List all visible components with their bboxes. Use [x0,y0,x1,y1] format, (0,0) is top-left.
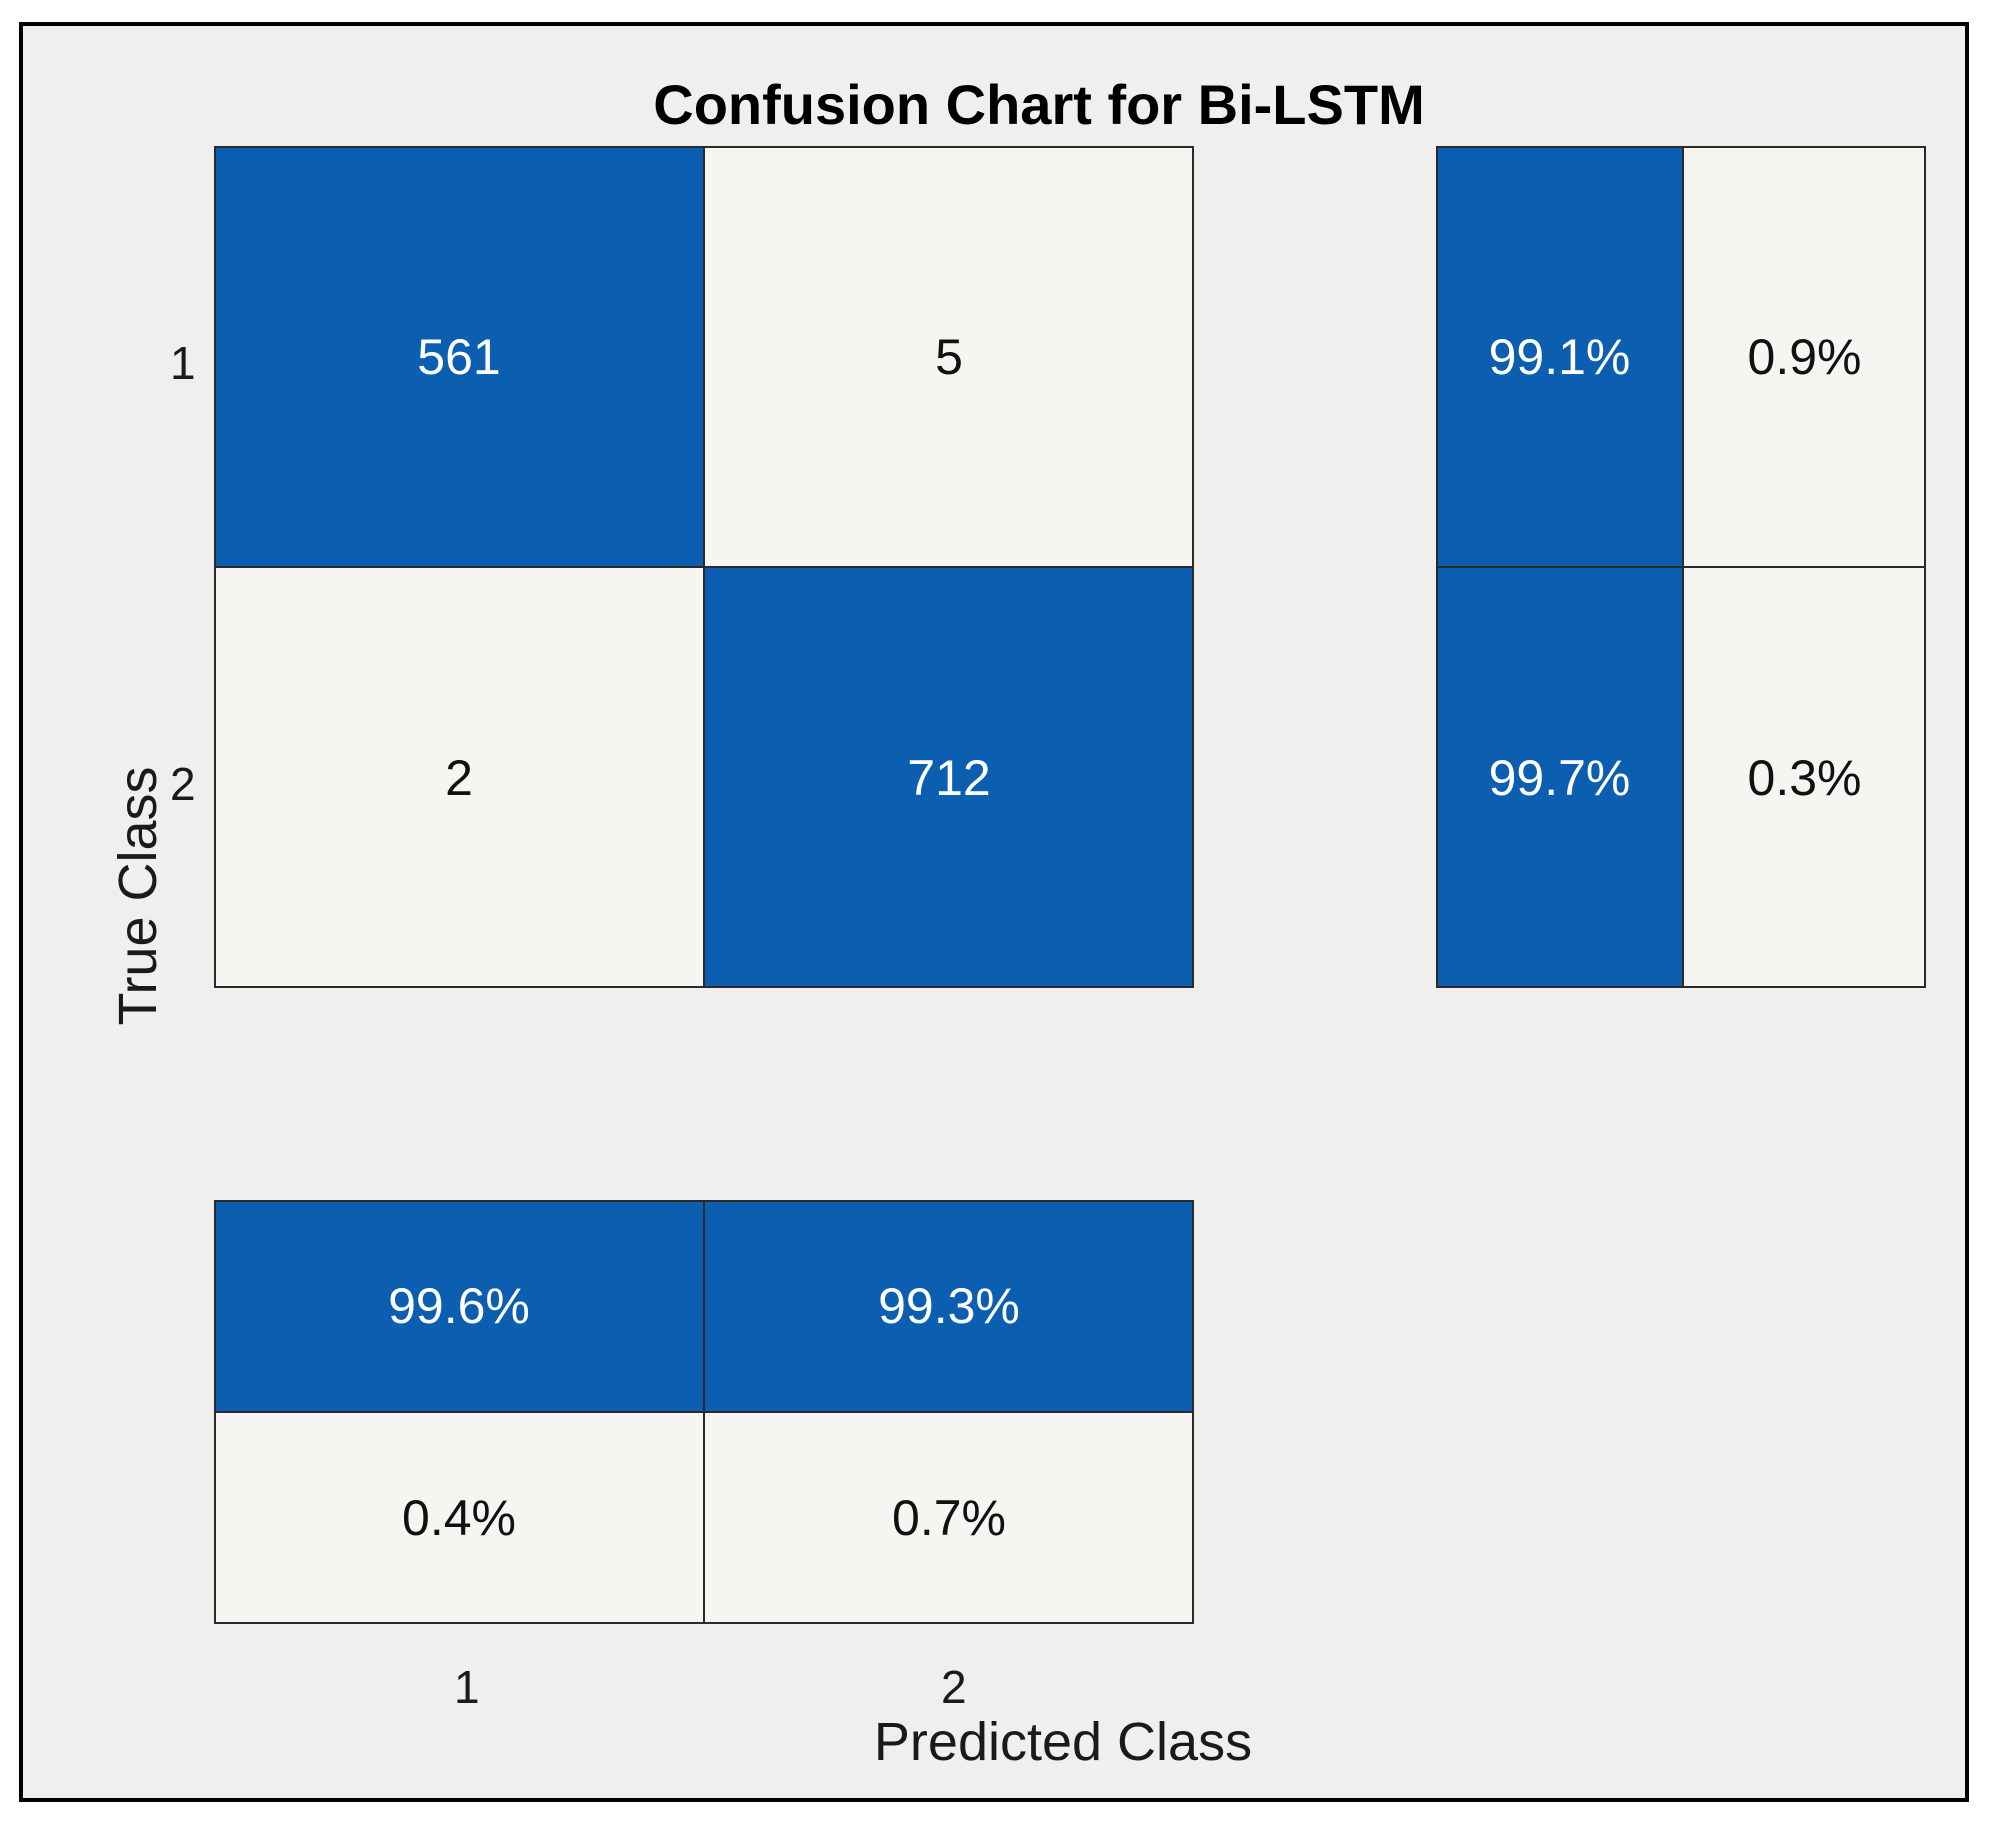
column-summary-cell: 99.6% [214,1200,704,1412]
y-axis-label: True Class [108,766,168,1026]
x-tick-label: 2 [941,1661,967,1713]
x-axis-label: Predicted Class [873,1712,1253,1772]
column-summary-cell: 0.4% [214,1412,704,1624]
chart-title: Confusion Chart for Bi-LSTM [653,73,1425,136]
x-tick-label: 1 [454,1661,480,1713]
row-summary-divider [1436,566,1926,568]
row-summary-cell: 0.9% [1683,146,1926,567]
column-summary-cell: 0.7% [704,1412,1194,1624]
column-summary-divider [214,1411,1194,1413]
chart-frame: Confusion Chart for Bi-LSTM 1 2 1 2 Pred… [19,22,1969,1802]
matrix-cell: 2 [214,567,704,988]
row-summary-cell: 0.3% [1683,567,1926,988]
y-tick-label: 1 [170,337,196,389]
matrix-cell: 561 [214,146,704,567]
y-tick-label: 2 [170,758,196,810]
column-summary-cell: 99.3% [704,1200,1194,1412]
matrix-cell: 5 [704,146,1194,567]
matrix-cell: 712 [704,567,1194,988]
row-summary-cell: 99.7% [1436,567,1683,988]
row-summary-cell: 99.1% [1436,146,1683,567]
row-summary-divider [1682,146,1684,988]
matrix-divider [214,566,1194,568]
